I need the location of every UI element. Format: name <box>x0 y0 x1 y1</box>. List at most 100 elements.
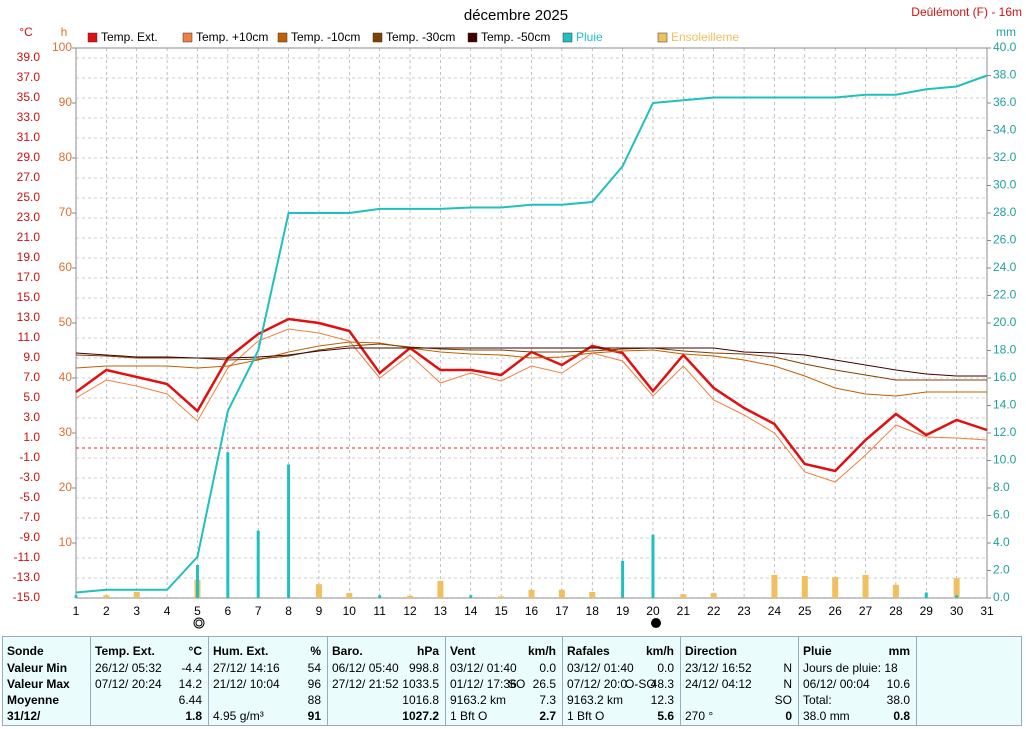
column-header: Vent <box>450 644 476 658</box>
y2-tick-label: 24.0 <box>993 260 1017 274</box>
legend-swatch <box>372 32 383 43</box>
series-line <box>75 74 988 594</box>
x-tick-label: 19 <box>616 604 630 618</box>
x-tick-label: 9 <box>316 604 323 618</box>
column-header: Direction <box>685 644 738 658</box>
x-tick-label: 2 <box>103 604 110 618</box>
x-tick-label: 24 <box>768 604 782 618</box>
legend-swatch <box>277 32 288 43</box>
table-cell: 38.0 <box>886 693 910 707</box>
y-tick-label: 19.0 <box>17 250 41 264</box>
y-tick-label: 5.0 <box>23 390 40 404</box>
y-tick-label: 21.0 <box>17 230 41 244</box>
table-cell: 03/12/ 01:40 <box>450 661 517 675</box>
y-tick-label: 11.0 <box>18 330 41 344</box>
table-cell: SO <box>774 693 792 707</box>
sun-bar <box>892 584 899 598</box>
y2-tick-label: 30.0 <box>993 178 1017 192</box>
sun-bar <box>862 574 869 598</box>
table-cell: Valeur Min <box>7 661 68 675</box>
rain-bar <box>74 595 78 598</box>
table-cell: 24/12/ 04:12 <box>685 677 752 691</box>
y3-tick-label: 20 <box>59 480 73 494</box>
table-cell: Total: <box>803 693 832 707</box>
column-header: Hum. Ext. <box>213 644 269 658</box>
x-tick-label: 7 <box>255 604 262 618</box>
table-column: Baro. hPa 06/12/ 05:40 998.8 27/12/ 21:52 103… <box>328 637 446 725</box>
x-tick-label: 31 <box>980 604 994 618</box>
series-line <box>75 343 987 381</box>
table-cell: 26/12/ 05:32 <box>95 661 162 675</box>
legend-label: Pluie <box>576 30 603 44</box>
y-tick-label: 27.0 <box>17 170 41 184</box>
table-column: Vent km/h 03/12/ 01:40 0.0 01/12/ 17:36 SO 26.… <box>446 637 563 725</box>
y-tick-label: -7.0 <box>19 510 40 524</box>
table-cell: 88 <box>307 693 321 707</box>
y2-tick-label: 26.0 <box>993 233 1017 247</box>
y3-tick-label: 80 <box>59 150 73 164</box>
x-tick-label: 21 <box>677 604 691 618</box>
sun-bar <box>589 591 596 598</box>
table-cell: 1016.8 <box>402 693 439 707</box>
y-tick-label: 17.0 <box>17 270 41 284</box>
table-cell: 1033.5 <box>402 677 439 691</box>
y-tick-label: 39.0 <box>17 50 41 64</box>
chart: décembre 2025 Deûlémont (F) - 16m °C h m… <box>13 5 1022 629</box>
column-unit: mm <box>888 644 910 658</box>
table-cell: SO <box>508 677 526 691</box>
series-line <box>75 341 987 397</box>
x-tick-label: 26 <box>828 604 842 618</box>
rain-bar <box>226 452 230 598</box>
rain-bar <box>924 592 928 598</box>
x-tick-label: 3 <box>133 604 140 618</box>
sun-bar <box>103 595 110 598</box>
table-cell: 31/12/ <box>7 709 41 723</box>
table-cell: O-SO <box>625 677 656 691</box>
y-tick-label: 3.0 <box>23 410 40 424</box>
y3-tick-label: 40 <box>59 370 73 384</box>
x-tick-label: 10 <box>343 604 357 618</box>
column-header: Rafales <box>567 644 610 658</box>
legend-label: Ensoleilleme <box>671 30 739 44</box>
y2-tick-label: 32.0 <box>993 150 1017 164</box>
column-unit: km/h <box>645 644 674 658</box>
table-column: Sonde Valeur Min Valeur Max Moyenne 31/12/ <box>3 637 91 725</box>
table-cell: 06/12/ 00:04 <box>803 677 870 691</box>
x-tick-label: 16 <box>525 604 539 618</box>
rain-bar <box>287 464 291 598</box>
sun-bar <box>953 578 960 598</box>
rain-bar <box>469 595 473 598</box>
y2-tick-label: 20.0 <box>993 315 1017 329</box>
y-tick-label: 31.0 <box>17 130 41 144</box>
x-tick-label: 23 <box>737 604 751 618</box>
column-unit: °C <box>188 644 202 658</box>
table-cell: 2.7 <box>539 709 556 723</box>
y2-tick-label: 2.0 <box>993 563 1010 577</box>
y-tick-label: 13.0 <box>17 310 41 324</box>
sun-bar <box>710 593 717 598</box>
table-cell: 1027.2 <box>402 709 439 723</box>
table-column: Temp. Ext. °C 26/12/ 05:32 -4.4 07/12/ 20:24… <box>91 637 209 725</box>
y-tick-label: 23.0 <box>17 210 41 224</box>
sun-bar <box>801 576 808 598</box>
legend-label: Temp. -10cm <box>291 30 360 44</box>
y2-tick-label: 10.0 <box>993 453 1017 467</box>
table-cell: 4.95 g/m³ <box>213 709 264 723</box>
x-tick-label: 1 <box>73 604 80 618</box>
legend-swatch <box>657 32 668 43</box>
x-tick-label: 20 <box>646 604 660 618</box>
y2-tick-label: 4.0 <box>993 535 1010 549</box>
x-tick-label: 5 <box>194 604 201 618</box>
table-cell: 7.3 <box>539 693 556 707</box>
x-tick-label: 14 <box>464 604 478 618</box>
sun-bar <box>558 589 565 598</box>
y-tick-label: 15.0 <box>17 290 41 304</box>
y2-tick-label: 28.0 <box>993 205 1017 219</box>
series-line <box>75 328 988 483</box>
sun-bar <box>315 584 322 598</box>
table-cell: 03/12/ 01:40 <box>567 661 634 675</box>
x-tick-label: 12 <box>403 604 417 618</box>
series-line <box>75 347 987 377</box>
rain-bar <box>378 595 382 598</box>
y3-tick-label: 30 <box>59 425 73 439</box>
